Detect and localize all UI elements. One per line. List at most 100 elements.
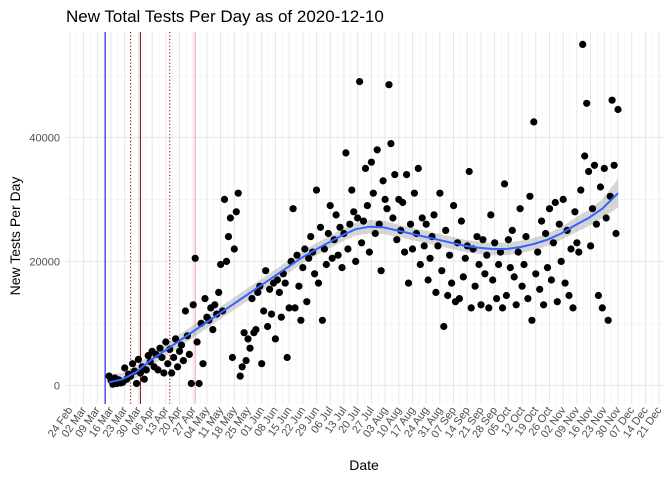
data-point: [495, 260, 503, 269]
data-point: [346, 220, 354, 228]
data-point: [234, 189, 242, 197]
data-point: [596, 183, 605, 191]
data-point: [181, 307, 189, 315]
data-point: [220, 195, 229, 203]
data-point: [314, 279, 323, 287]
data-point: [579, 40, 587, 49]
data-point: [230, 245, 238, 253]
data-point: [406, 220, 415, 228]
data-point: [414, 164, 422, 172]
data-point: [467, 304, 475, 312]
data-point: [332, 211, 340, 219]
data-point: [401, 248, 409, 256]
data-point: [436, 189, 444, 197]
data-point: [236, 372, 244, 380]
data-point: [418, 214, 426, 222]
data-point: [504, 236, 512, 244]
data-point: [510, 273, 518, 281]
data-point: [297, 316, 305, 324]
data-point: [379, 177, 387, 185]
data-point: [277, 313, 285, 321]
data-point: [373, 146, 381, 154]
data-point: [430, 211, 438, 219]
data-point: [404, 279, 413, 287]
data-point: [162, 338, 170, 346]
data-point: [248, 295, 256, 303]
data-point: [246, 344, 254, 352]
data-point: [222, 257, 231, 265]
data-point: [391, 171, 399, 179]
data-point: [266, 285, 274, 293]
data-point: [217, 260, 225, 269]
data-point: [326, 202, 334, 210]
data-point: [538, 217, 546, 225]
data-point: [262, 267, 270, 275]
data-point: [438, 267, 446, 275]
data-point: [121, 364, 129, 372]
data-point: [532, 270, 540, 278]
data-point: [338, 264, 346, 272]
data-point: [455, 295, 463, 303]
data-point: [424, 276, 432, 284]
data-point: [575, 248, 583, 256]
data-point: [267, 310, 276, 318]
data-point: [559, 195, 567, 203]
data-point: [600, 164, 608, 172]
data-point: [312, 186, 321, 194]
data-point: [493, 295, 501, 303]
data-point: [498, 304, 507, 312]
data-point: [516, 205, 524, 213]
data-point: [385, 81, 393, 89]
data-point: [457, 217, 465, 225]
data-point: [134, 355, 142, 363]
data-point: [387, 140, 395, 148]
data-point: [369, 189, 377, 197]
data-point: [383, 205, 391, 213]
data-point: [403, 171, 411, 179]
data-point: [179, 357, 187, 365]
data-point: [175, 347, 184, 355]
data-point: [275, 288, 283, 296]
data-point: [260, 307, 268, 315]
data-point: [512, 301, 520, 309]
data-point: [459, 273, 467, 281]
data-point: [140, 375, 148, 383]
data-point: [587, 242, 595, 250]
data-point: [598, 304, 606, 312]
data-point: [514, 248, 522, 256]
data-point: [422, 220, 430, 228]
data-point: [316, 223, 325, 231]
data-point: [592, 220, 601, 228]
data-point: [129, 360, 137, 368]
data-point: [410, 189, 418, 197]
data-point: [299, 264, 307, 272]
data-point: [371, 229, 379, 238]
data-point: [154, 366, 162, 374]
data-point: [322, 260, 330, 269]
y-tick-label: 0: [54, 380, 60, 392]
data-point: [358, 239, 366, 247]
data-point: [201, 295, 209, 303]
data-point: [416, 260, 424, 269]
data-point: [377, 267, 385, 275]
data-point: [588, 205, 597, 213]
smooth-line-path: [108, 192, 619, 384]
data-point: [244, 335, 252, 343]
data-point: [328, 254, 336, 262]
data-point: [540, 301, 548, 309]
data-point: [193, 338, 201, 346]
data-point: [524, 295, 532, 303]
data-point: [215, 288, 223, 296]
data-point: [172, 335, 180, 343]
data-point: [320, 245, 328, 253]
data-point: [318, 316, 326, 324]
data-point: [224, 233, 233, 241]
data-point: [381, 195, 389, 203]
data-point: [475, 260, 483, 269]
data-point: [440, 322, 448, 331]
data-point: [577, 186, 585, 194]
data-point: [545, 205, 554, 213]
data-point: [500, 180, 509, 188]
